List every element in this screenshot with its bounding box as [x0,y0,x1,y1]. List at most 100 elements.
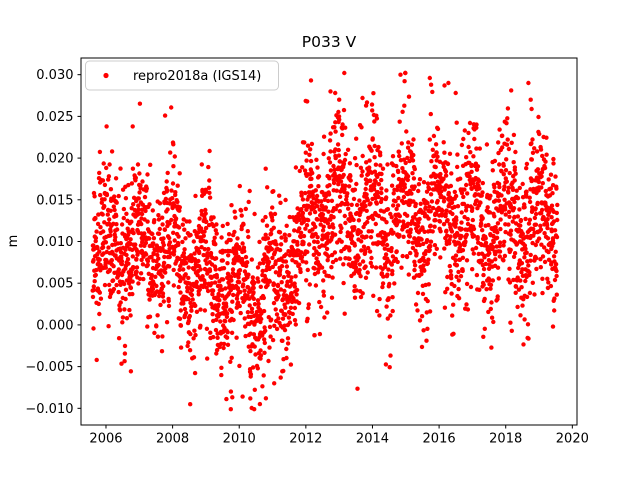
data-point [359,248,364,253]
data-point [539,185,544,190]
data-point [261,308,267,314]
data-point [211,334,216,340]
data-point [268,231,274,236]
data-point [373,221,378,227]
data-point [443,169,449,174]
data-point [508,232,513,237]
data-point [544,152,549,157]
data-point [261,295,266,301]
data-point [371,187,377,192]
data-point [329,265,334,270]
data-point [526,80,531,86]
data-point [331,163,336,169]
data-point [424,310,429,315]
data-point [107,162,112,167]
data-point [384,242,390,248]
data-point [551,161,556,166]
chart-title: P033 V [302,33,357,51]
data-point [106,324,111,329]
data-point [214,231,219,236]
data-point [366,229,371,234]
data-point [421,241,426,247]
data-point [453,193,459,199]
data-point [224,396,229,402]
data-point [209,281,214,286]
data-point [534,266,539,272]
data-point [316,174,322,179]
data-point [198,267,203,272]
data-point [241,245,247,250]
x-tick-label: 2016 [423,432,456,447]
data-point [538,227,544,232]
data-point [483,240,489,245]
data-point [319,265,325,270]
y-tick-label: 0.010 [36,235,73,250]
data-point [364,192,369,197]
data-point [416,220,421,225]
data-point [456,296,462,301]
data-point [106,174,112,179]
data-point [176,284,181,290]
data-point [442,305,448,310]
data-point [270,264,275,270]
data-point [304,223,310,228]
data-point [451,302,456,307]
data-point [208,330,213,335]
data-point [525,322,531,327]
data-point [530,150,536,155]
data-point [409,142,415,147]
data-point [109,149,115,154]
data-point [257,261,263,266]
data-point [164,187,170,193]
data-point [341,280,346,286]
data-point [142,194,148,200]
data-point [474,198,479,203]
data-point [262,350,267,355]
data-point [503,212,508,217]
data-point [136,196,141,201]
data-point [393,199,398,204]
data-point [285,341,291,346]
data-point [210,292,215,297]
data-point [354,181,359,187]
data-point [437,219,443,224]
data-point [128,369,134,374]
data-point [221,345,226,351]
data-point [220,293,225,298]
data-point [95,221,101,227]
data-point [95,245,100,251]
data-point [388,353,393,358]
data-point [263,328,268,333]
data-point [428,82,434,87]
data-point [277,247,283,253]
data-point [327,224,332,230]
data-point [131,230,136,236]
data-point [515,214,521,219]
data-point [521,297,526,302]
data-point [305,316,310,321]
data-point [421,180,427,185]
data-point [348,178,353,183]
data-point [509,328,514,333]
data-point [288,305,294,310]
data-point [491,239,496,245]
data-point [394,206,399,212]
data-point [370,216,376,222]
data-point [363,203,368,209]
data-point [256,301,261,307]
data-point [366,245,371,251]
data-point [413,212,418,217]
data-point [155,334,161,339]
data-point [518,217,524,223]
data-point [124,316,130,321]
data-point [481,272,486,278]
data-point [161,284,166,289]
data-point [432,251,437,257]
data-point [213,327,219,333]
data-point [333,90,338,96]
data-point [243,206,248,212]
data-point [232,229,237,235]
data-point [91,287,97,293]
data-point [345,147,351,152]
data-point [330,275,335,280]
